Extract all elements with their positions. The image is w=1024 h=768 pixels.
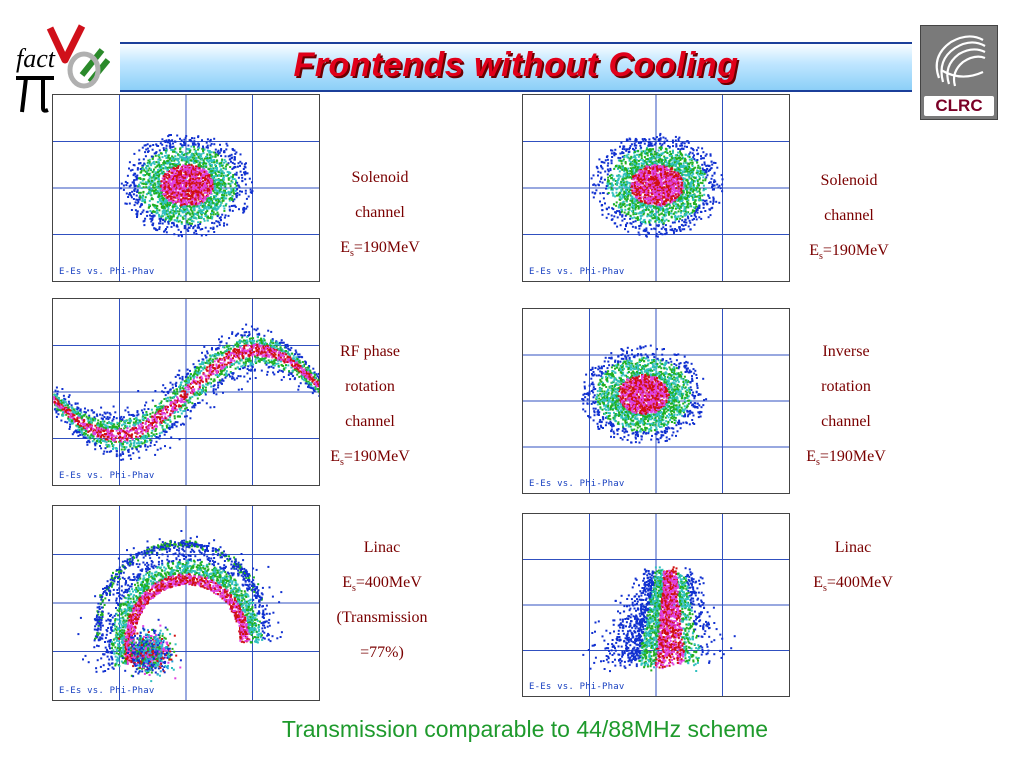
- caption-rf-rotation: RF phase rotation channel Es=190MeV: [305, 334, 435, 474]
- nufact-logo-graphic: [16, 24, 111, 113]
- page-title: Frontends without Cooling: [293, 46, 739, 84]
- phase-space-plot-solenoid-right: E-Es vs. Phi-Phav: [522, 94, 790, 282]
- globe-icon: [935, 35, 986, 87]
- scatter-points: [582, 566, 736, 673]
- caption-energy: Es=190MeV: [809, 242, 889, 263]
- footer-summary: Transmission comparable to 44/88MHz sche…: [281, 716, 769, 742]
- plot-axis-label: E-Es vs. Phi-Phav: [529, 479, 625, 489]
- phase-space-scatter: [523, 309, 789, 493]
- phase-space-plot-solenoid-left: E-Es vs. Phi-Phav: [52, 94, 320, 282]
- nufact-logo-text: fact: [16, 44, 55, 73]
- title-banner: Frontends without Cooling: [120, 42, 912, 92]
- nufact-logo: fact: [10, 20, 111, 115]
- plot-axis-label: E-Es vs. Phi-Phav: [529, 267, 625, 277]
- phase-space-plot-inverse-rotation: E-Es vs. Phi-Phav: [522, 308, 790, 494]
- phase-space-scatter: [53, 506, 319, 700]
- caption-line: rotation: [821, 378, 871, 395]
- caption-line: Linac: [834, 539, 872, 556]
- phase-space-scatter: [523, 514, 789, 696]
- phase-space-plot-linac-left: E-Es vs. Phi-Phav: [52, 505, 320, 701]
- caption-energy: Es=400MeV: [813, 574, 893, 595]
- caption-line: (Transmission: [336, 609, 428, 626]
- scatter-points: [590, 132, 724, 238]
- scatter-points: [77, 530, 283, 683]
- phase-space-plot-rf-rotation: E-Es vs. Phi-Phav: [52, 298, 320, 486]
- caption-line: rotation: [345, 378, 395, 395]
- scatter-points: [53, 323, 319, 461]
- caption-line: RF phase: [340, 343, 400, 360]
- caption-line: channel: [824, 207, 874, 224]
- caption-linac-right: Linac Es=400MeV: [788, 530, 918, 600]
- scatter-points: [581, 344, 708, 444]
- caption-energy: Es=190MeV: [806, 448, 886, 469]
- caption-line: channel: [821, 413, 871, 430]
- caption-line: Solenoid: [351, 169, 409, 186]
- caption-solenoid-left: Solenoid channel Es=190MeV: [315, 160, 445, 265]
- clrc-logo: CLRC: [920, 25, 998, 120]
- caption-energy: Es=190MeV: [340, 239, 420, 260]
- phase-space-plot-linac-right: E-Es vs. Phi-Phav: [522, 513, 790, 697]
- plot-axis-label: E-Es vs. Phi-Phav: [59, 267, 155, 277]
- clrc-logo-text: CLRC: [924, 96, 994, 116]
- caption-solenoid-right: Solenoid channel Es=190MeV: [784, 163, 914, 268]
- caption-linac-left: Linac Es=400MeV (Transmission =77%): [317, 530, 447, 670]
- caption-line: channel: [345, 413, 395, 430]
- plot-axis-label: E-Es vs. Phi-Phav: [59, 471, 155, 481]
- phase-space-scatter: [523, 95, 789, 281]
- caption-line: channel: [355, 204, 405, 221]
- caption-line: Solenoid: [820, 172, 878, 189]
- phase-space-scatter: [53, 299, 319, 485]
- caption-energy: Es=400MeV: [342, 574, 422, 595]
- plot-axis-label: E-Es vs. Phi-Phav: [59, 686, 155, 696]
- caption-inverse-rotation: Inverse rotation channel Es=190MeV: [781, 334, 911, 474]
- plot-axis-label: E-Es vs. Phi-Phav: [529, 682, 625, 692]
- phase-space-scatter: [53, 95, 319, 281]
- caption-line: Inverse: [822, 343, 870, 360]
- caption-line: =77%): [360, 644, 404, 661]
- scatter-points: [119, 134, 254, 238]
- caption-energy: Es=190MeV: [330, 448, 410, 469]
- caption-line: Linac: [363, 539, 401, 556]
- clrc-logo-box: CLRC: [920, 25, 998, 120]
